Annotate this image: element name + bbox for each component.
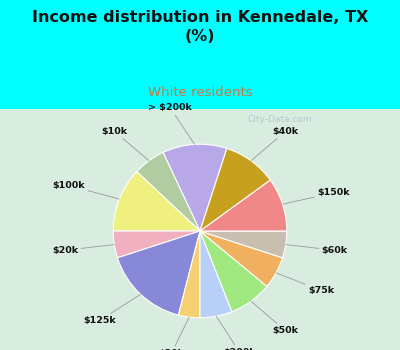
Text: $100k: $100k — [53, 181, 119, 199]
Wedge shape — [118, 231, 200, 315]
Wedge shape — [178, 231, 200, 318]
Wedge shape — [113, 172, 200, 231]
Wedge shape — [113, 231, 200, 258]
Wedge shape — [200, 231, 287, 258]
Wedge shape — [200, 231, 267, 312]
Text: Income distribution in Kennedale, TX
(%): Income distribution in Kennedale, TX (%) — [32, 10, 368, 44]
Wedge shape — [200, 180, 287, 231]
Text: $10k: $10k — [102, 127, 149, 161]
Text: $50k: $50k — [251, 301, 298, 335]
Text: $20k: $20k — [52, 245, 114, 255]
Text: $125k: $125k — [83, 294, 140, 326]
Text: City-Data.com: City-Data.com — [248, 116, 312, 125]
Wedge shape — [200, 231, 232, 318]
Wedge shape — [200, 148, 270, 231]
Text: $150k: $150k — [282, 188, 350, 204]
Wedge shape — [200, 231, 282, 286]
Text: > $200k: > $200k — [148, 104, 194, 144]
Text: $30k: $30k — [158, 317, 189, 350]
Wedge shape — [137, 153, 200, 231]
Text: $40k: $40k — [251, 127, 298, 161]
Text: $200k: $200k — [216, 316, 256, 350]
Wedge shape — [163, 144, 227, 231]
Text: $75k: $75k — [276, 273, 334, 295]
Text: $60k: $60k — [286, 245, 348, 255]
Text: White residents: White residents — [148, 86, 252, 99]
